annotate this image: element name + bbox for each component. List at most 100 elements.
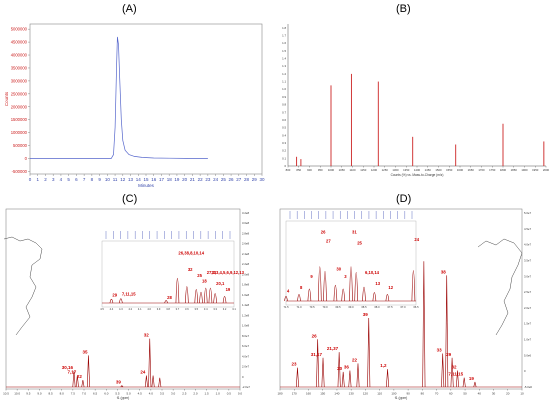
peak-label: 36 xyxy=(344,365,350,370)
inset-peak-label: 19 xyxy=(226,287,231,292)
x-axis-label: f1 (ppm) xyxy=(117,396,130,400)
x-tick-label: 40 xyxy=(478,392,482,396)
inset-peak xyxy=(199,291,203,304)
x-tick-label: 850 xyxy=(296,168,301,172)
nmr-peak xyxy=(86,355,90,388)
y-tick-label: 1.7 xyxy=(282,34,286,38)
x-tick-label: 7.0 xyxy=(82,392,87,396)
nmr-peak xyxy=(321,357,325,388)
x-tick-label: 18 xyxy=(167,177,173,182)
x-tick-label: 9.0 xyxy=(37,392,42,396)
inset-peak-label: 4 xyxy=(287,289,290,294)
inset-tick-label: 4.2 xyxy=(128,307,132,311)
x-tick-label: 90 xyxy=(406,392,410,396)
right-tick-label: -5.0e6 xyxy=(524,385,532,389)
inset-tick-label: 3.2 xyxy=(223,307,227,311)
inset-peak xyxy=(333,284,338,302)
nmr-peak xyxy=(158,377,162,388)
x-tick-label: 150 xyxy=(320,392,325,396)
nmr-peak xyxy=(120,385,124,388)
inset-peak-label: 3 xyxy=(344,274,347,279)
y-tick-label: 3000000 xyxy=(11,78,28,83)
x-tick-label: 1200 xyxy=(371,168,378,172)
x-tick-label: 1600 xyxy=(457,168,464,172)
right-tick-label: 1.8e8 xyxy=(242,283,249,287)
nmr-peak xyxy=(337,352,341,388)
x-axis-label: f1 (ppm) xyxy=(395,396,408,400)
x-tick-label: 1500 xyxy=(435,168,442,172)
inset-tick-label: 4.4 xyxy=(110,307,114,311)
x-tick-label: 950 xyxy=(318,168,323,172)
x-tick-label: 110 xyxy=(377,392,382,396)
x-tick-label: 50 xyxy=(463,392,467,396)
nmr-peak xyxy=(455,370,459,388)
x-tick-label: 0 xyxy=(29,177,32,182)
molecule-structure xyxy=(477,238,523,336)
inset-peak-label: 20,1 xyxy=(216,281,225,286)
y-tick-label: 2500000 xyxy=(11,91,28,96)
x-tick-label: 3.0 xyxy=(171,392,176,396)
x-tick-label: 4.5 xyxy=(138,392,143,396)
inset-tick-label: 71.0 xyxy=(296,305,302,309)
y-tick-label: 0 xyxy=(284,164,286,168)
right-tick-label: 2.0e8 xyxy=(242,272,249,276)
x-tick-label: 120 xyxy=(363,392,368,396)
x-tick-label: 1 xyxy=(36,177,39,182)
right-tick-label: 2.6e8 xyxy=(242,242,249,246)
x-tick-label: 1350 xyxy=(403,168,410,172)
inset-tick-label: 67.5 xyxy=(387,305,393,309)
right-tick-label: 2.2e8 xyxy=(242,262,249,266)
x-tick-label: 800 xyxy=(286,168,291,172)
x-tick-label: 0.0 xyxy=(238,392,243,396)
x-tick-label: 170 xyxy=(292,392,297,396)
peak-label: 32 xyxy=(451,365,457,370)
nmr-peak xyxy=(367,317,371,388)
x-tick-label: 6.0 xyxy=(104,392,109,396)
mass-spectrum-chart: 1.8 1.7 1.6 1.5 1.4 1.3 1.2 1.1 1.0 0.9 0.8 0.7 0.6 0… xyxy=(282,24,550,177)
inset-tick-label: 70.0 xyxy=(322,305,328,309)
x-tick-label: 2000 xyxy=(543,168,550,172)
x-tick-label: 1.5 xyxy=(204,392,209,396)
x-tick-label: 29 xyxy=(252,177,258,182)
inset-tick-label: 3.9 xyxy=(157,307,161,311)
inset-peak xyxy=(109,298,114,304)
x-tick-label: 180 xyxy=(277,392,282,396)
x-tick-label: 19 xyxy=(174,177,180,182)
right-tick-label: 3.2e8 xyxy=(242,211,249,215)
right-tick-label: 3.0e7 xyxy=(524,274,531,278)
nmr-peak xyxy=(75,375,79,388)
right-tick-label: 1.0e8 xyxy=(242,324,249,328)
inset-peak-label: 28 xyxy=(167,295,172,300)
y-tick-label: 1.1 xyxy=(282,80,286,84)
nmr-peak xyxy=(72,371,76,388)
inset-peak xyxy=(194,289,199,304)
right-tick-label: 8.0e7 xyxy=(242,334,249,338)
y-axis-label: Counts xyxy=(4,91,9,106)
inset-peak-label: 26,38,8,10,14 xyxy=(178,250,204,255)
x-tick-label: 30 xyxy=(259,177,265,182)
nmr-peak xyxy=(151,375,155,388)
peak-label: 7,17 xyxy=(68,370,77,375)
x-tick-label: 22 xyxy=(198,177,204,182)
x-tick-label: 7 xyxy=(83,177,86,182)
y-tick-label: 0.9 xyxy=(282,95,286,99)
right-tick-label: 3.5e7 xyxy=(524,258,531,262)
peak-label: 29 xyxy=(446,352,452,357)
right-tick-label: 3.0e8 xyxy=(242,221,249,225)
x-tick-label: 1700 xyxy=(478,168,485,172)
x-tick-label: 130 xyxy=(349,392,354,396)
x-tick-label: 12 xyxy=(120,177,126,182)
x-tick-label: 60 xyxy=(449,392,453,396)
inset-peak xyxy=(362,286,366,302)
right-tick-label: 5.0e7 xyxy=(524,211,531,215)
y-tick-label: 1000000 xyxy=(11,130,28,135)
inset-tick-label: 69.5 xyxy=(335,305,341,309)
inset-peak xyxy=(203,287,208,304)
panel-label-b: (B) xyxy=(396,3,411,15)
c-nmr-chart: 180 170 160 150 140 130 120 110 100 90 80 70 60 50 40 3… xyxy=(277,208,532,400)
x-tick-label: 140 xyxy=(334,392,339,396)
x-tick-label: 10.5 xyxy=(3,392,9,396)
panel-label-a: (A) xyxy=(122,3,137,15)
peak-label: 35 xyxy=(82,349,88,354)
peak-label: 7,11,15 xyxy=(448,372,463,377)
